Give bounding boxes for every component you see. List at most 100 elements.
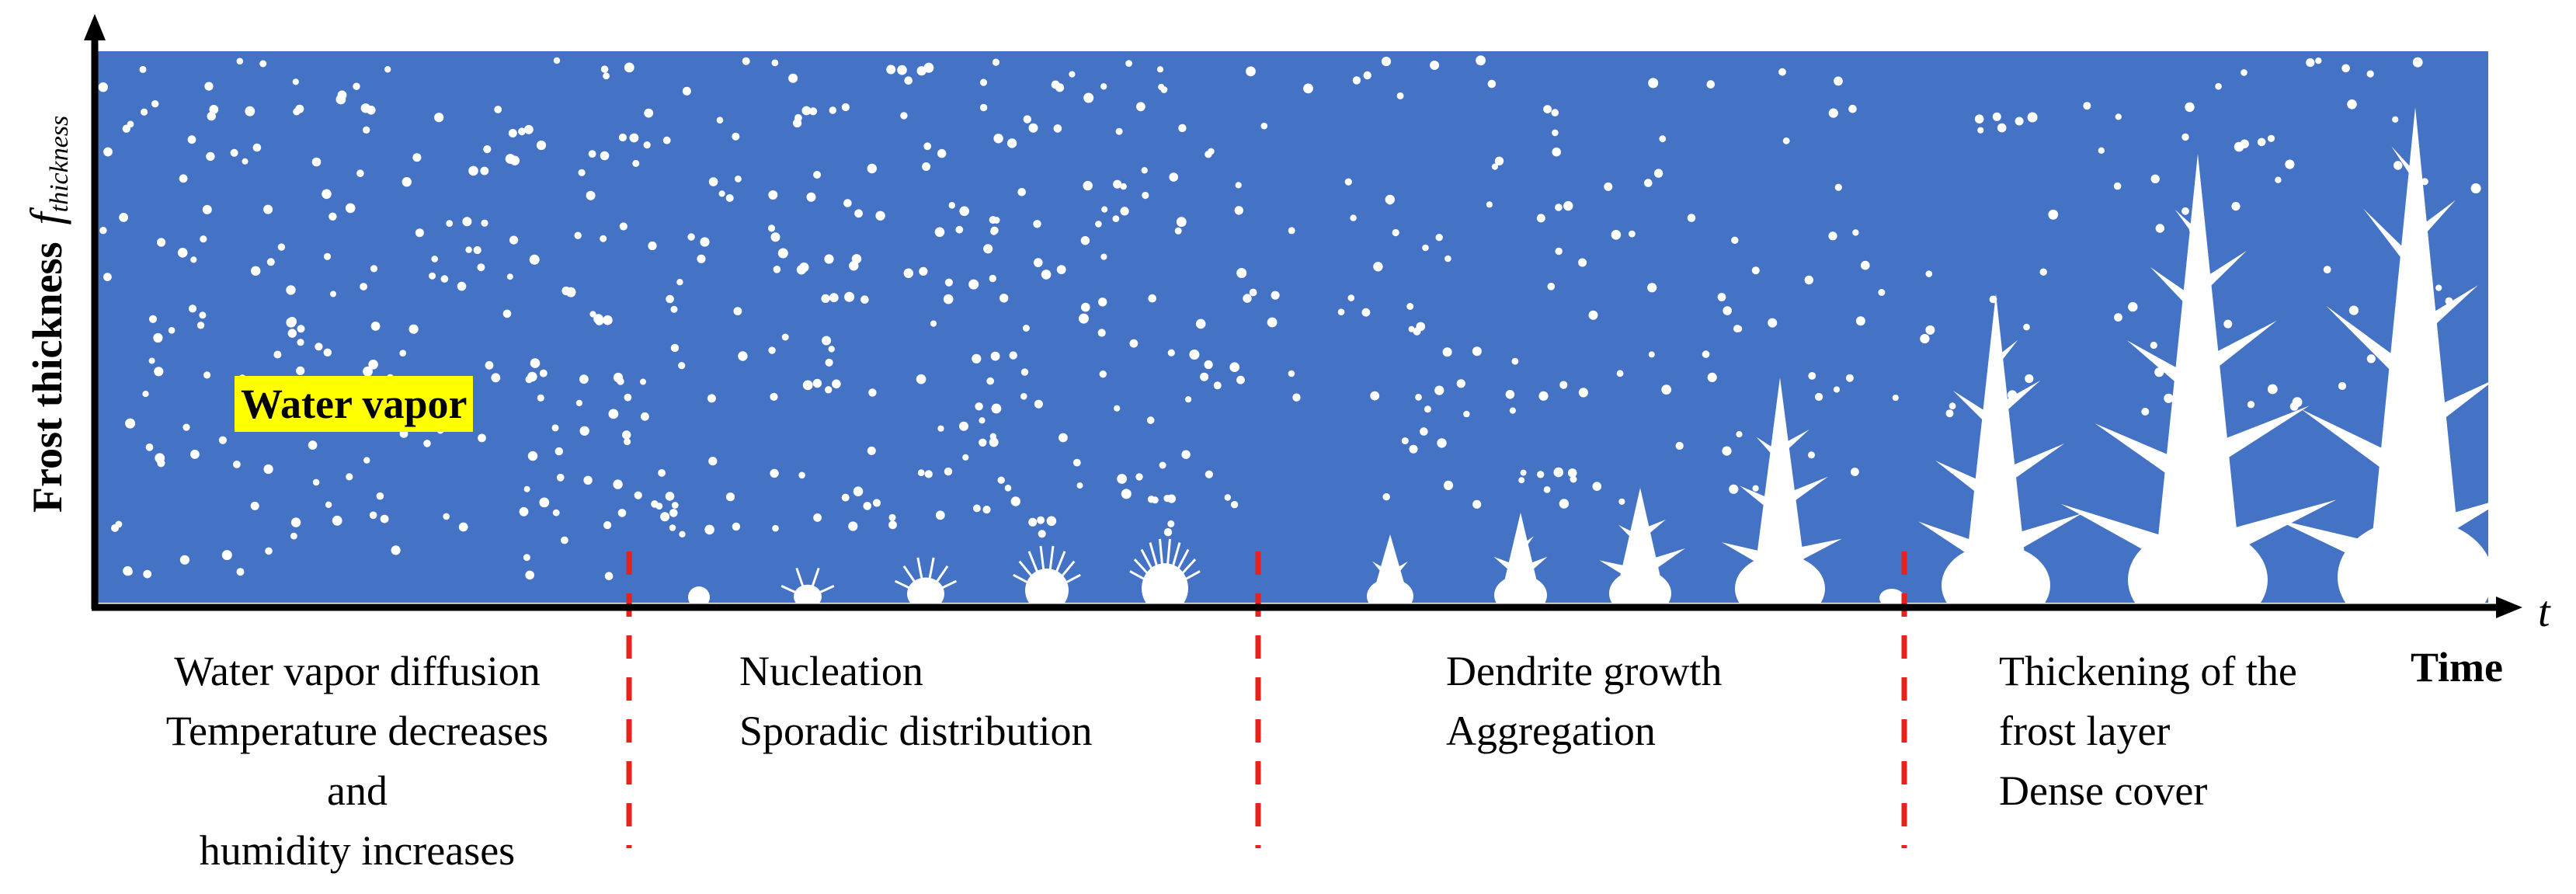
water-vapor-droplet-icon	[2470, 183, 2481, 193]
water-vapor-droplet-icon	[586, 190, 596, 200]
water-vapor-droplet-icon	[669, 524, 676, 531]
water-vapor-droplet-icon	[676, 279, 683, 286]
water-vapor-droplet-icon	[1717, 293, 1726, 301]
water-vapor-droplet-icon	[323, 348, 332, 357]
water-vapor-droplet-icon	[589, 311, 596, 318]
water-vapor-droplet-icon	[308, 440, 318, 450]
water-vapor-droplet-icon	[1804, 275, 1813, 285]
water-vapor-droplet-icon	[888, 513, 896, 521]
water-vapor-droplet-icon	[259, 60, 267, 68]
water-vapor-droplet-icon	[290, 532, 297, 540]
water-vapor-droplet-icon	[190, 256, 197, 263]
water-vapor-droplet-icon	[1559, 499, 1570, 509]
water-vapor-droplet-icon	[230, 148, 238, 157]
water-vapor-droplet-icon	[98, 82, 108, 92]
water-vapor-droplet-icon	[369, 511, 377, 520]
water-vapor-droplet-icon	[916, 374, 926, 384]
water-vapor-droplet-icon	[848, 521, 858, 531]
water-vapor-droplet-icon	[1778, 68, 1786, 76]
water-vapor-droplet-icon	[368, 360, 378, 370]
water-vapor-droplet-icon	[236, 568, 245, 576]
water-vapor-droplet-icon	[979, 417, 986, 424]
water-vapor-droplet-icon	[821, 294, 830, 303]
water-vapor-droplet-icon	[477, 263, 485, 272]
water-vapor-droplet-icon	[376, 492, 384, 500]
water-vapor-droplet-icon	[1687, 214, 1696, 222]
water-vapor-droplet-icon	[916, 66, 926, 76]
water-vapor-droplet-icon	[781, 333, 789, 341]
water-vapor-droplet-icon	[1271, 290, 1280, 300]
water-vapor-droplet-icon	[1174, 227, 1182, 235]
water-vapor-droplet-icon	[853, 486, 864, 496]
water-vapor-droplet-icon	[644, 108, 654, 118]
water-vapor-droplet-icon	[1834, 76, 1843, 86]
water-vapor-droplet-icon	[600, 151, 610, 161]
water-vapor-droplet-icon	[103, 273, 112, 281]
water-vapor-droplet-icon	[1249, 288, 1257, 297]
water-vapor-droplet-icon	[1815, 392, 1823, 402]
water-vapor-droplet-icon	[1146, 416, 1155, 424]
water-vapor-droplet-icon	[1537, 471, 1545, 478]
water-vapor-droplet-icon	[860, 295, 869, 304]
water-vapor-droplet-icon	[148, 315, 158, 323]
frost-nucleus-icon	[780, 567, 835, 609]
water-vapor-droplet-icon	[1424, 405, 1431, 413]
water-vapor-droplet-icon	[287, 317, 297, 326]
water-vapor-droplet-icon	[622, 430, 631, 440]
water-vapor-droplet-icon	[1520, 469, 1527, 476]
water-vapor-droplet-icon	[1181, 450, 1191, 459]
water-vapor-droplet-icon	[1406, 303, 1414, 310]
stage-2-line: Nucleation	[739, 648, 923, 694]
water-vapor-droplet-icon	[1370, 391, 1380, 401]
water-vapor-droplet-icon	[989, 274, 997, 283]
water-vapor-droplet-icon	[1129, 339, 1139, 348]
water-vapor-droplet-icon	[360, 283, 367, 290]
water-vapor-droplet-icon	[1648, 78, 1659, 89]
water-vapor-droplet-icon	[1081, 302, 1090, 312]
water-vapor-droplet-icon	[1472, 346, 1482, 357]
water-vapor-droplet-icon	[297, 325, 305, 333]
water-vapor-droplet-icon	[624, 62, 634, 73]
water-vapor-droplet-icon	[1735, 325, 1743, 332]
water-vapor-droplet-icon	[1570, 475, 1577, 483]
water-vapor-droplet-icon	[1234, 206, 1244, 215]
water-vapor-droplet-icon	[1845, 374, 1854, 382]
water-vapor-droplet-icon	[1160, 86, 1168, 93]
stage-4-line: Dense cover	[1999, 767, 2208, 814]
water-vapor-droplet-icon	[813, 171, 822, 179]
water-vapor-droplet-icon	[539, 369, 548, 377]
water-vapor-droplet-icon	[1178, 123, 1187, 133]
water-vapor-droplet-icon	[579, 426, 589, 436]
water-vapor-droplet-icon	[708, 457, 718, 466]
water-vapor-droplet-icon	[972, 353, 982, 364]
y-axis-symbol: f	[21, 212, 71, 225]
water-vapor-droplet-icon	[829, 106, 837, 114]
water-vapor-droplet-icon	[1004, 485, 1012, 492]
water-vapor-droplet-icon	[2150, 341, 2157, 350]
water-vapor-droplet-icon	[2115, 113, 2122, 120]
water-vapor-droplet-icon	[924, 470, 933, 478]
water-vapor-droplet-icon	[979, 78, 988, 86]
stage-4-line: frost layer	[1999, 708, 2171, 754]
water-vapor-droplet-icon	[1288, 227, 1295, 235]
water-vapor-droplet-icon	[1100, 253, 1107, 260]
water-vapor-droplet-icon	[145, 443, 154, 451]
water-vapor-droplet-icon	[934, 227, 945, 238]
water-vapor-droplet-icon	[801, 106, 812, 116]
water-vapor-droplet-icon	[465, 246, 472, 253]
water-vapor-droplet-icon	[1543, 105, 1552, 114]
water-vapor-droplet-icon	[423, 440, 431, 447]
water-vapor-droplet-icon	[1352, 76, 1361, 85]
water-vapor-droplet-icon	[959, 206, 969, 217]
water-vapor-droplet-icon	[1038, 530, 1046, 538]
water-vapor-droplet-icon	[296, 366, 305, 375]
water-vapor-droplet-icon	[1235, 182, 1242, 189]
water-vapor-droplet-icon	[2267, 384, 2278, 395]
water-vapor-droplet-icon	[1350, 214, 1357, 221]
frost-nucleus-icon	[1013, 545, 1081, 612]
water-vapor-droplet-icon	[1553, 467, 1564, 478]
water-vapor-droplet-icon	[962, 454, 969, 461]
water-vapor-droplet-icon	[367, 106, 376, 115]
water-vapor-droplet-icon	[624, 393, 632, 402]
water-vapor-droplet-icon	[1347, 294, 1355, 301]
